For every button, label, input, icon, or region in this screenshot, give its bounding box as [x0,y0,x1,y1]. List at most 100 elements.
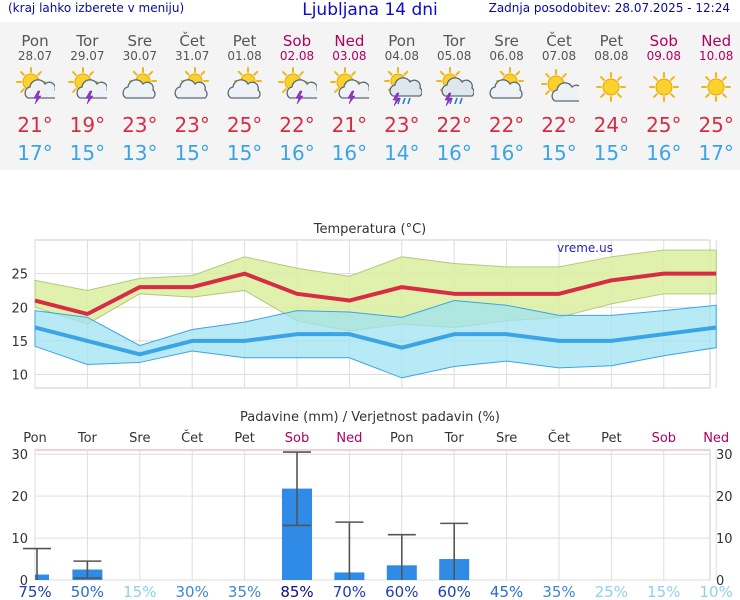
sun-cloud-storm-icon [330,67,372,105]
precip-probability: 50% [71,583,104,600]
weather-icon-slot [696,67,736,107]
day-date: 30.07 [122,49,157,63]
precip-probability: 15% [647,583,680,600]
forecast-day: Pon 28.07 21° 17° [9,22,61,165]
weather-icon-slot [120,67,160,107]
sun-cloud-icon [227,67,262,99]
day-date: 10.08 [699,49,734,63]
day-name: Sre [494,32,519,50]
precip-probability: 25% [595,583,628,600]
sun-cloud-icon [122,67,157,99]
y-tick-label: 20 [11,301,28,316]
y-tick-label-right: 30 [716,448,733,463]
forecast-day: Sre 30.07 23° 13° [114,22,166,166]
min-temperature: 16° [488,141,525,165]
y-tick-label: 25 [11,268,28,283]
weather-icon-slot [644,67,684,107]
x-tick-label: Čet [181,430,203,446]
sun-icon [648,72,679,102]
day-name: Sob [649,32,678,50]
forecast-day: Sre 06.08 22° 16° [481,22,533,166]
x-tick-label: Ned [336,431,362,446]
x-tick-label: Tor [444,431,465,446]
y-tick-label-left: 30 [11,448,28,463]
precip-probability: 30% [176,583,209,600]
max-temperature: 23° [174,113,210,137]
forecast-day: Pon 04.08 23° 14° [376,22,428,165]
y-tick-label-left: 10 [11,532,28,547]
day-date: 04.08 [384,49,419,63]
max-temperature: 25° [646,113,682,137]
forecast-day: Čet 07.08 22° 15° [533,22,585,165]
x-tick-label: Pet [234,431,254,446]
sun-cloud-storm-icon [68,67,110,105]
max-temperature: 21° [331,113,368,137]
weather-icon-slot [67,67,110,107]
max-temperature: 23° [122,113,158,137]
forecast-day: Tor 29.07 19° 15° [61,22,113,165]
sun-icon [596,72,627,102]
x-tick-label: Pet [601,431,621,446]
min-temperature: 15° [593,141,630,165]
precip-probability: 60% [438,583,471,600]
max-temperature: 22° [488,113,525,137]
forecast-day: Pet 01.08 25° 15° [219,22,271,166]
precip-probability: 15% [123,583,156,600]
min-temperature: 15° [226,141,263,165]
temperature-chart-title: Temperatura (°C) [313,222,426,237]
max-temperature: 22° [436,113,472,137]
forecast-day: Sob 09.08 25° 16° [638,22,690,166]
day-date: 08.08 [594,49,629,63]
sun-cloud-storm-icon [16,67,58,105]
day-name: Čet [179,32,205,50]
x-tick-label: Sre [129,431,150,446]
y-tick-label-right: 0 [716,574,724,589]
forecast-day: Ned 10.08 25° 17° [690,22,740,166]
max-temperature: 21° [17,113,53,137]
sun-cloud-icon [489,67,524,99]
min-temperature: 16° [279,141,315,165]
day-name: Pon [21,32,49,50]
precipitation-chart-title: Padavine (mm) / Verjetnost padavin (%) [240,410,500,425]
day-name: Ned [334,32,365,50]
max-temperature: 22° [279,113,315,137]
max-temperature: 25° [226,113,263,137]
min-temperature: 15° [174,141,210,165]
precip-probability: 10% [700,583,733,600]
precip-probability: 85% [280,583,313,600]
day-date: 31.07 [175,49,210,63]
page-title: Ljubljana 14 dni [302,0,438,20]
precipitation-plot-area [34,449,711,581]
min-temperature: 13° [122,141,158,165]
day-name: Sre [127,32,153,50]
weather-icon-slot [382,67,423,107]
sun-cloud-storm-icon [278,67,320,105]
min-temperature-line [34,325,717,357]
x-tick-label: Ned [703,431,729,446]
min-temperature: 15° [541,141,577,165]
max-temperature: 24° [593,113,630,137]
min-temperature: 17° [698,141,734,165]
sun-cloud-icon [174,67,210,99]
x-tick-label: Sob [652,431,676,446]
header-bar: (kraj lahko izberete v meniju) Ljubljana… [0,0,740,22]
location-menu-hint[interactable]: (kraj lahko izberete v meniju) [8,1,185,15]
day-date: 02.08 [279,49,315,63]
x-tick-label: Pon [23,431,47,446]
last-update: Zadnja posodobitev: 28.07.2025 - 12:24 [488,1,730,15]
forecast-day: Čet 31.07 23° 15° [166,22,218,166]
weather-icon-slot [591,67,631,107]
y-tick-label: 10 [11,369,28,384]
precip-probability: 35% [542,583,575,600]
weather-icon-slot [225,67,265,107]
forecast-day: Ned 03.08 21° 16° [323,22,375,165]
weather-icon-slot [539,67,585,107]
precip-probability: 60% [385,583,418,600]
max-temperature-line [34,271,717,316]
precip-probability: 70% [333,583,366,600]
day-date: 09.08 [646,49,681,63]
precip-probability: 45% [490,583,523,600]
weather-icon-slot [277,67,320,107]
day-name: Ned [701,32,732,50]
min-temperature: 14° [384,141,420,165]
